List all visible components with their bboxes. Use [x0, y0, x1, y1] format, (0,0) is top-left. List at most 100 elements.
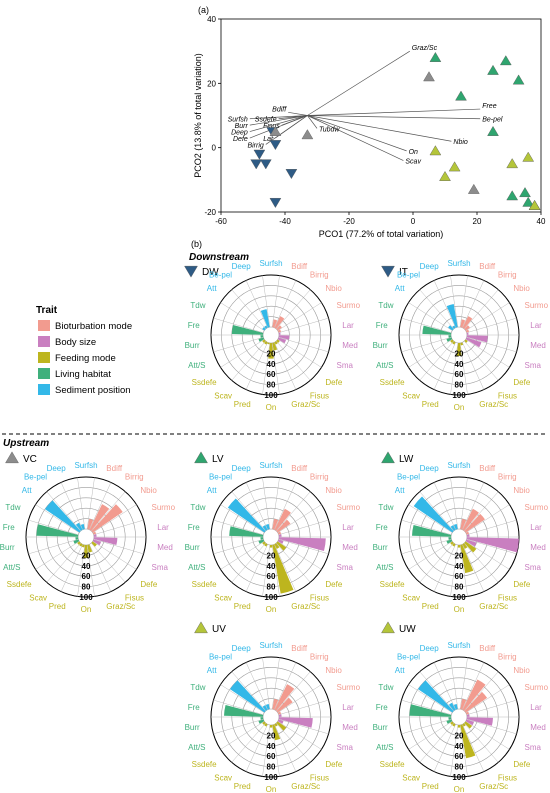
- legend-title: Trait: [36, 305, 58, 316]
- polar-ring: [77, 528, 95, 546]
- panel-name-uv: UV: [212, 624, 226, 635]
- vector-label-be-pel: Be-pel: [482, 117, 503, 124]
- polar-spoke: [220, 684, 265, 713]
- category-label-att: Att: [207, 284, 218, 293]
- category-label-bdiff: Bdiff: [291, 644, 308, 653]
- polar-spoke: [459, 724, 468, 777]
- radial-tick-label: 60: [455, 572, 464, 581]
- panel-name-lv: LV: [212, 454, 224, 465]
- polar-spoke: [271, 477, 280, 530]
- polar-bar-dw-be-pel: [264, 325, 268, 329]
- category-label-pred: Pred: [422, 602, 439, 611]
- category-label-surmo: Surmo: [336, 301, 360, 310]
- category-label-tdw: Tdw: [190, 301, 205, 310]
- vector-label-bdiff: Bdiff: [272, 106, 287, 113]
- polar-bar-vc-surmo: [92, 531, 97, 535]
- category-label-burr: Burr: [185, 723, 200, 732]
- polar-spoke: [86, 477, 95, 530]
- scatter-point-green: [429, 51, 442, 62]
- polar-spoke: [92, 541, 137, 570]
- scatter-point-lime: [429, 145, 442, 156]
- category-label-med: Med: [157, 543, 173, 552]
- polar-spoke: [271, 275, 280, 328]
- radial-tick-label: 80: [267, 583, 276, 592]
- radial-tick-label: 80: [455, 381, 464, 390]
- vector-label-deep: Deep: [231, 130, 248, 137]
- polar-bar-lw-ssdefe: [450, 541, 454, 545]
- category-label-pred: Pred: [234, 782, 251, 791]
- polar-bar-uw-att-s: [446, 719, 453, 724]
- polar-spoke: [92, 504, 137, 533]
- polar-spoke: [466, 699, 517, 715]
- vector-label-burr: Burr: [235, 123, 249, 130]
- polar-bar-uw-nbio: [464, 691, 488, 713]
- category-label-pred: Pred: [422, 400, 439, 409]
- polar-spoke: [433, 280, 456, 328]
- category-label-fre: Fre: [376, 703, 389, 712]
- category-label-nbio: Nbio: [325, 486, 342, 495]
- category-label-fre: Fre: [188, 523, 201, 532]
- polar-spoke: [450, 275, 459, 328]
- panel-b-label: (b): [191, 239, 202, 249]
- polar-spoke: [271, 342, 280, 395]
- radial-tick-label: 20: [82, 551, 91, 560]
- polar-bar-uw-fisus: [462, 723, 466, 727]
- vector-label-lar: Lar: [263, 136, 274, 143]
- polar-spoke: [464, 722, 499, 763]
- polar-bar-it-bdiff: [460, 319, 466, 328]
- polar-bar-uv-nbio: [276, 697, 293, 713]
- vector-birrig: [265, 115, 308, 145]
- polar-spoke: [276, 340, 311, 381]
- category-label-burr: Burr: [373, 723, 388, 732]
- radial-tick-label: 100: [264, 593, 278, 602]
- polar-bar-it-burr: [448, 335, 452, 338]
- polar-spoke: [459, 342, 468, 395]
- radial-tick-label: 100: [79, 593, 93, 602]
- vector-defe: [249, 115, 308, 139]
- trait-legend: Trait Bioturbation mode Body size Feeding m…: [36, 305, 132, 396]
- category-label-burr: Burr: [373, 543, 388, 552]
- category-label-med: Med: [342, 543, 358, 552]
- polar-bar-lw-fisus: [462, 543, 468, 549]
- panel-name-lw: LW: [399, 454, 414, 465]
- category-label-on: On: [81, 605, 92, 614]
- polar-spoke: [274, 482, 297, 530]
- vector-label-ssdefe: Ssdefe: [255, 117, 277, 124]
- polar-spoke: [464, 340, 499, 381]
- polar-spoke: [465, 541, 510, 570]
- polar-bar-vc-scav: [79, 543, 83, 547]
- category-label-nbio: Nbio: [513, 666, 530, 675]
- panel-name-dw: DW: [202, 267, 219, 278]
- polar-spoke: [401, 539, 452, 555]
- scatter-point-lime: [448, 161, 461, 172]
- category-label-fisus: Fisus: [498, 774, 517, 783]
- category-label-surmo: Surmo: [524, 301, 548, 310]
- category-label-sma: Sma: [336, 743, 353, 752]
- polar-spoke: [408, 504, 453, 533]
- category-label-surfsh: Surfsh: [259, 461, 282, 470]
- y-axis-label: PCO2 (13.8% of total variation): [193, 53, 203, 178]
- category-label-lar: Lar: [157, 523, 169, 532]
- category-label-att: Att: [395, 666, 406, 675]
- polar-bar-lv-nbio: [276, 519, 291, 533]
- polar-bar-it-defe: [464, 339, 468, 343]
- x-tick-label: 40: [537, 217, 546, 226]
- polar-bar-uv-med: [278, 717, 313, 728]
- radial-tick-label: 40: [82, 562, 91, 571]
- polar-spoke: [91, 491, 126, 532]
- polar-spoke: [60, 544, 83, 592]
- legend-item-body-size: Body size: [55, 337, 96, 348]
- category-label-scav: Scav: [402, 774, 420, 783]
- category-label-tdw: Tdw: [378, 683, 393, 692]
- polar-spoke: [213, 337, 264, 353]
- scatter-point-gray: [301, 129, 314, 140]
- polar-bar-uw-ssdefe: [450, 721, 454, 725]
- category-label-graz-sc: Graz/Sc: [479, 782, 508, 791]
- polar-spoke: [462, 724, 485, 772]
- category-label-lar: Lar: [342, 703, 354, 712]
- category-label-fisus: Fisus: [310, 774, 329, 783]
- category-label-ssdefe: Ssdefe: [380, 378, 405, 387]
